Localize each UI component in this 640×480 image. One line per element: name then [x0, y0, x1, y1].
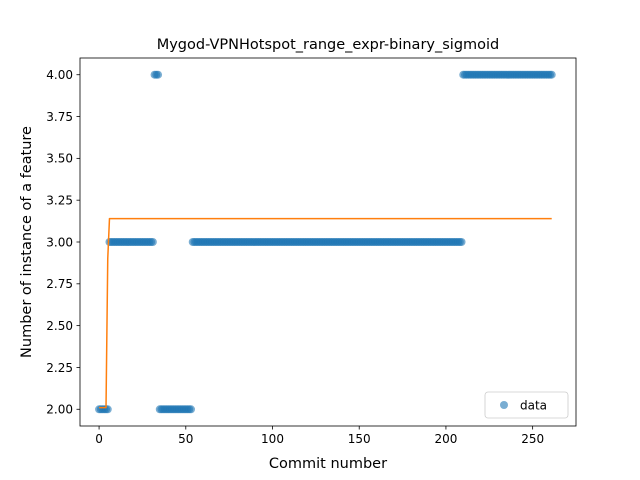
y-tick-label: 3.00: [46, 235, 73, 249]
y-tick-label: 4.00: [46, 68, 73, 82]
y-tick-label: 3.75: [46, 110, 73, 124]
data-point: [103, 405, 112, 414]
chart-title: Mygod-VPNHotspot_range_expr-binary_sigmo…: [157, 37, 500, 53]
y-tick-label: 3.25: [46, 193, 73, 207]
data-point: [457, 238, 466, 246]
legend-label: data: [520, 398, 547, 412]
x-tick-label: 200: [434, 432, 457, 446]
y-tick-label: 2.75: [46, 277, 73, 291]
x-tick-label: 250: [521, 432, 544, 446]
y-tick-label: 2.50: [46, 319, 73, 333]
data-point: [148, 238, 157, 246]
y-axis-label: Number of instance of a feature: [19, 126, 35, 358]
x-tick-label: 0: [95, 432, 103, 446]
legend-marker: [500, 401, 508, 409]
x-tick-label: 100: [261, 432, 284, 446]
x-tick-label: 150: [348, 432, 371, 446]
data-point: [547, 70, 556, 79]
x-tick-label: 50: [178, 432, 193, 446]
x-axis-label: Commit number: [269, 456, 387, 472]
fit-line: [99, 217, 552, 409]
y-tick-label: 2.00: [46, 403, 73, 417]
legend-box: [484, 391, 569, 419]
y-tick-label: 3.50: [46, 152, 73, 166]
data-point: [154, 70, 163, 79]
data-point: [186, 405, 195, 414]
y-tick-label: 2.25: [46, 361, 73, 375]
